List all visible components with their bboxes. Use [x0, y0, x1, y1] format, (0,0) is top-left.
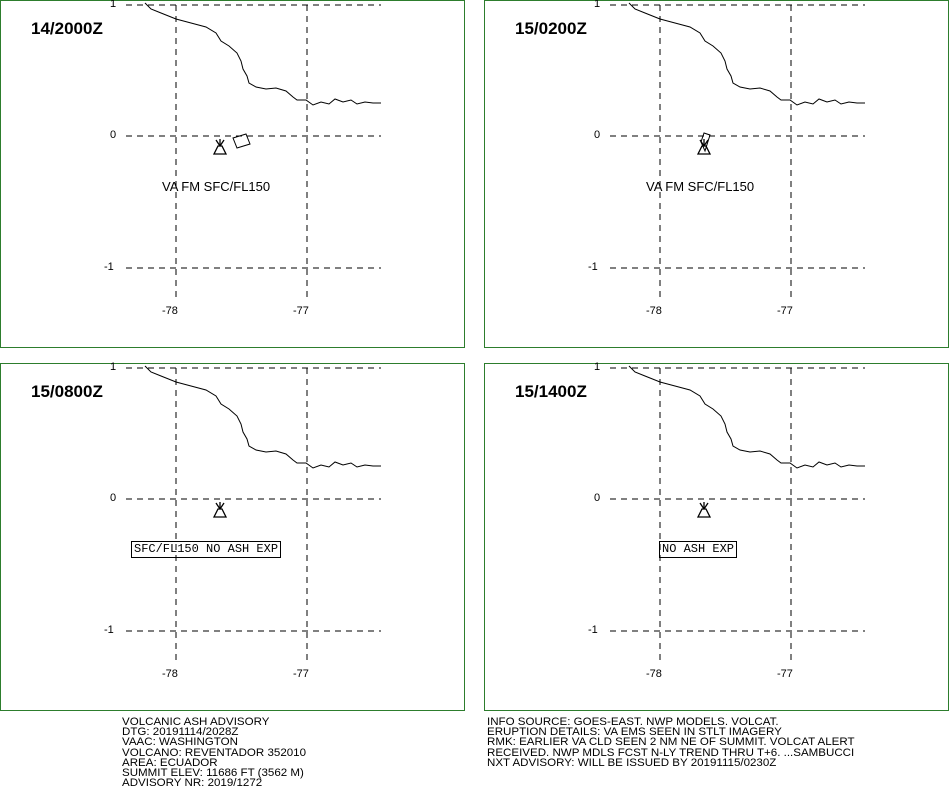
ash-layer-label: VA FM SFC/FL150	[162, 179, 271, 194]
advisory-line: VOLCANO: REVENTADOR 352010	[122, 746, 307, 759]
coastline	[144, 365, 381, 469]
panel-time: 15/0800Z	[31, 382, 103, 401]
lat-label: 1	[110, 361, 117, 373]
map-panel: 15/0800Z 1 0 -1 -78 -77 SFC/FL150 NO ASH EXP	[0, 361, 465, 711]
advisory-line: DTG: 20191114/2028Z	[122, 726, 239, 739]
panel-time: 14/2000Z	[31, 19, 103, 38]
panel-time: 15/0200Z	[515, 19, 587, 38]
map-canvas	[610, 365, 865, 664]
lat-label: 0	[110, 492, 117, 504]
advisory-line: RECEIVED. NWP MDLS FCST N-LY TREND THRU …	[487, 746, 855, 759]
coastline	[144, 2, 381, 106]
lat-label: -1	[104, 624, 114, 636]
lon-label: -77	[293, 668, 309, 680]
advisory-line: VOLCANIC ASH ADVISORY	[122, 716, 270, 728]
advisory-line: SUMMIT ELEV: 11686 FT (3562 M)	[122, 766, 304, 779]
panel-time: 15/1400Z	[515, 382, 587, 401]
map-canvas	[126, 2, 381, 301]
lon-label: -77	[777, 668, 793, 680]
advisory-line: ERUPTION DETAILS: VA EMS SEEN IN STLT IM…	[487, 726, 782, 739]
lat-label: -1	[104, 261, 114, 273]
volcano-icon	[696, 502, 712, 518]
lon-label: -78	[646, 305, 662, 317]
coastline	[628, 2, 865, 106]
advisory-line: AREA: ECUADOR	[122, 756, 218, 769]
lat-label: -1	[588, 624, 598, 636]
advisory-left: VOLCANIC ASH ADVISORY DTG: 20191114/2028…	[122, 716, 307, 790]
lat-label: 0	[594, 492, 601, 504]
lon-label: -77	[293, 305, 309, 317]
lat-label: 1	[110, 0, 117, 10]
no-ash-box: SFC/FL150 NO ASH EXP	[131, 541, 282, 558]
coastline	[628, 365, 865, 469]
map-panel: 14/2000Z 1 0 -1 -78 -77 VA FM SFC/FL150	[0, 0, 465, 348]
volcano-icon	[696, 139, 712, 155]
lon-label: -78	[162, 668, 178, 680]
graticule	[610, 367, 865, 664]
lat-label: 1	[594, 361, 601, 373]
map-panel: 15/0200Z 1 0 -1 -78 -77 VA FM SFC/FL150	[484, 0, 949, 348]
no-ash-box: NO ASH EXP	[659, 541, 738, 558]
advisory-line: NXT ADVISORY: WILL BE ISSUED BY 20191115…	[487, 756, 777, 769]
volcano-icon	[212, 139, 228, 155]
lon-label: -78	[646, 668, 662, 680]
lat-label: 1	[594, 0, 601, 10]
advisory-line: VAAC: WASHINGTON	[122, 736, 238, 749]
advisory-line: INFO SOURCE: GOES-EAST. NWP MODELS. VOLC…	[487, 716, 779, 728]
map-panel: 15/1400Z 1 0 -1 -78 -77 NO ASH EXP	[484, 361, 949, 711]
ash-layer-label: VA FM SFC/FL150	[646, 179, 755, 194]
map-canvas	[610, 2, 865, 301]
lat-label: 0	[110, 129, 117, 141]
lon-label: -77	[777, 305, 793, 317]
advisory-line: ADVISORY NR: 2019/1272	[122, 777, 263, 790]
advisory-right: INFO SOURCE: GOES-EAST. NWP MODELS. VOLC…	[487, 716, 855, 769]
advisory-line: RMK: EARLIER VA CLD SEEN 2 NM NE OF SUMM…	[487, 736, 855, 749]
lat-label: 0	[594, 129, 601, 141]
lon-label: -78	[162, 305, 178, 317]
ash-cloud-polygon	[700, 132, 711, 153]
graticule	[126, 4, 381, 301]
graticule	[126, 367, 381, 664]
lat-label: -1	[588, 261, 598, 273]
graticule	[610, 4, 865, 301]
map-canvas	[126, 365, 381, 664]
volcano-icon	[212, 502, 228, 518]
ash-cloud-polygon	[232, 133, 251, 149]
